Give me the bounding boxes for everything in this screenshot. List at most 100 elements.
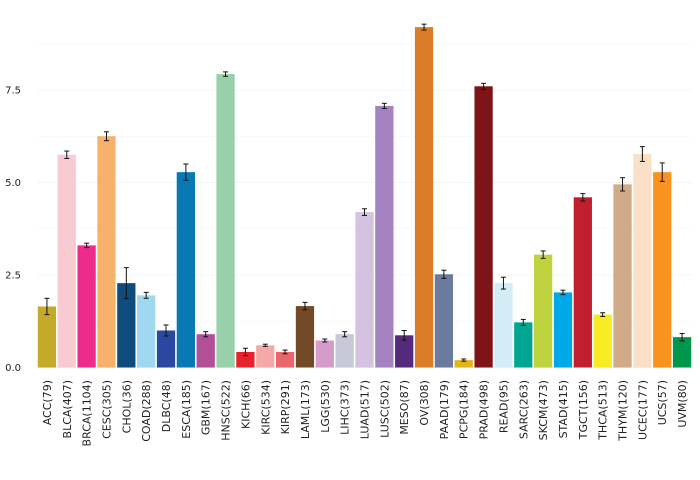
- error-bar-layer: [44, 23, 685, 362]
- error-bar: [401, 330, 407, 341]
- y-tick-label: 2.5: [5, 271, 21, 282]
- x-tick-label: STAD(415): [557, 380, 570, 438]
- x-tick-label: CESC(305): [100, 380, 113, 439]
- error-bar: [600, 312, 606, 317]
- bar-gbm: [196, 334, 215, 368]
- bar-meso: [395, 335, 414, 368]
- x-tick-label: LIHC(373): [339, 380, 352, 435]
- bar-coad: [137, 295, 156, 368]
- bar-prad: [474, 86, 493, 368]
- bar-blca: [57, 154, 76, 368]
- x-tick-label: KIRC(534): [259, 380, 272, 435]
- x-tick-label: HNSC(522): [220, 380, 233, 441]
- bar-uvm: [672, 337, 692, 368]
- x-tick-label: READ(95): [497, 380, 510, 433]
- bar-thym: [613, 184, 632, 368]
- bar-paad: [434, 274, 454, 368]
- error-bar: [421, 23, 427, 31]
- x-tick-label: KIRP(291): [279, 380, 292, 434]
- error-bar: [203, 331, 209, 338]
- x-tick-label: THYM(120): [617, 380, 630, 442]
- error-bar: [143, 291, 149, 299]
- bar-dlbc: [156, 330, 176, 368]
- error-bar: [461, 358, 467, 362]
- y-tick-label: 5.0: [5, 178, 21, 189]
- x-tick-label: PCPG(184): [458, 380, 471, 439]
- x-tick-label: LAML(173): [299, 380, 312, 439]
- error-bar: [103, 131, 109, 142]
- bar-ucec: [633, 154, 652, 368]
- bar-ov: [414, 27, 434, 368]
- bar-kirp: [275, 351, 295, 368]
- x-tick-label: DLBC(48): [160, 380, 173, 432]
- bar-acc: [37, 306, 57, 368]
- bar-lihc: [335, 334, 354, 368]
- error-bar: [163, 324, 169, 337]
- bar-stad: [553, 292, 573, 368]
- x-tick-label: UVM(80): [676, 380, 689, 428]
- bar-hnsc: [216, 74, 235, 368]
- error-bar: [540, 250, 546, 259]
- x-tick-label: UCEC(177): [636, 380, 649, 440]
- error-bar: [481, 82, 487, 90]
- x-tick-label: SKCM(473): [537, 380, 550, 440]
- error-bar: [679, 332, 685, 342]
- error-bar: [123, 267, 129, 300]
- error-bar: [183, 163, 189, 181]
- error-bar: [659, 162, 665, 182]
- x-tick-label: BLCA(407): [61, 380, 74, 438]
- x-tick-label: THCA(513): [597, 380, 610, 441]
- x-tick-label: LUSC(502): [378, 380, 391, 438]
- error-bar: [64, 150, 70, 159]
- bar-luad: [355, 212, 374, 368]
- error-bar: [242, 347, 248, 357]
- bar-cesc: [97, 136, 116, 368]
- bar-kirc: [256, 345, 275, 368]
- bar-sarc: [514, 322, 533, 368]
- x-tick-label: MESO(87): [398, 380, 411, 435]
- x-tick-label: TGCT(156): [577, 380, 590, 440]
- bar-laml: [295, 306, 315, 368]
- error-bar: [322, 338, 328, 343]
- error-bar: [520, 318, 526, 326]
- x-tick-label: BRCA(1104): [81, 380, 94, 446]
- x-tick-label: GBM(167): [200, 380, 213, 435]
- x-tick-label: CHOL(36): [120, 380, 133, 433]
- error-bar: [262, 343, 268, 347]
- error-bar: [639, 146, 645, 162]
- bar-brca: [77, 245, 96, 368]
- error-bar: [560, 289, 566, 296]
- error-bar: [282, 349, 288, 355]
- x-tick-label: COAD(288): [140, 380, 153, 442]
- x-tick-label: UCS(57): [656, 380, 669, 425]
- error-bar: [441, 269, 447, 279]
- x-tick-label: SARC(263): [517, 380, 530, 439]
- bar-chol: [117, 283, 136, 368]
- bar-tgct: [573, 197, 592, 368]
- error-bar: [500, 276, 506, 290]
- bar-lusc: [375, 105, 394, 368]
- x-tick-label: KICH(66): [239, 380, 252, 429]
- error-bar: [223, 71, 229, 77]
- bar-kich: [236, 351, 255, 368]
- bar-pcpg: [454, 360, 473, 368]
- bar-lgg: [315, 340, 334, 368]
- x-tick-label: ESCA(185): [180, 380, 193, 439]
- x-tick-label: ACC(79): [41, 380, 54, 425]
- y-axis-ticks: 0.0 2.5 5.0 7.5: [5, 86, 21, 375]
- error-bar: [620, 177, 626, 192]
- error-bar: [362, 208, 367, 216]
- x-tick-label: PRAD(498): [478, 380, 491, 439]
- bar-read: [494, 283, 513, 368]
- x-tick-label: LGG(530): [319, 380, 332, 433]
- error-bar: [381, 102, 387, 109]
- bar-layer: [37, 27, 692, 368]
- bar-thca: [593, 314, 612, 368]
- error-bar: [342, 331, 348, 338]
- bar-skcm: [534, 254, 553, 368]
- x-axis-ticks: ACC(79) BLCA(407) BRCA(1104) CESC(305) CHOL(…: [41, 380, 689, 446]
- y-tick-label: 7.5: [5, 86, 21, 97]
- error-bar: [580, 193, 586, 202]
